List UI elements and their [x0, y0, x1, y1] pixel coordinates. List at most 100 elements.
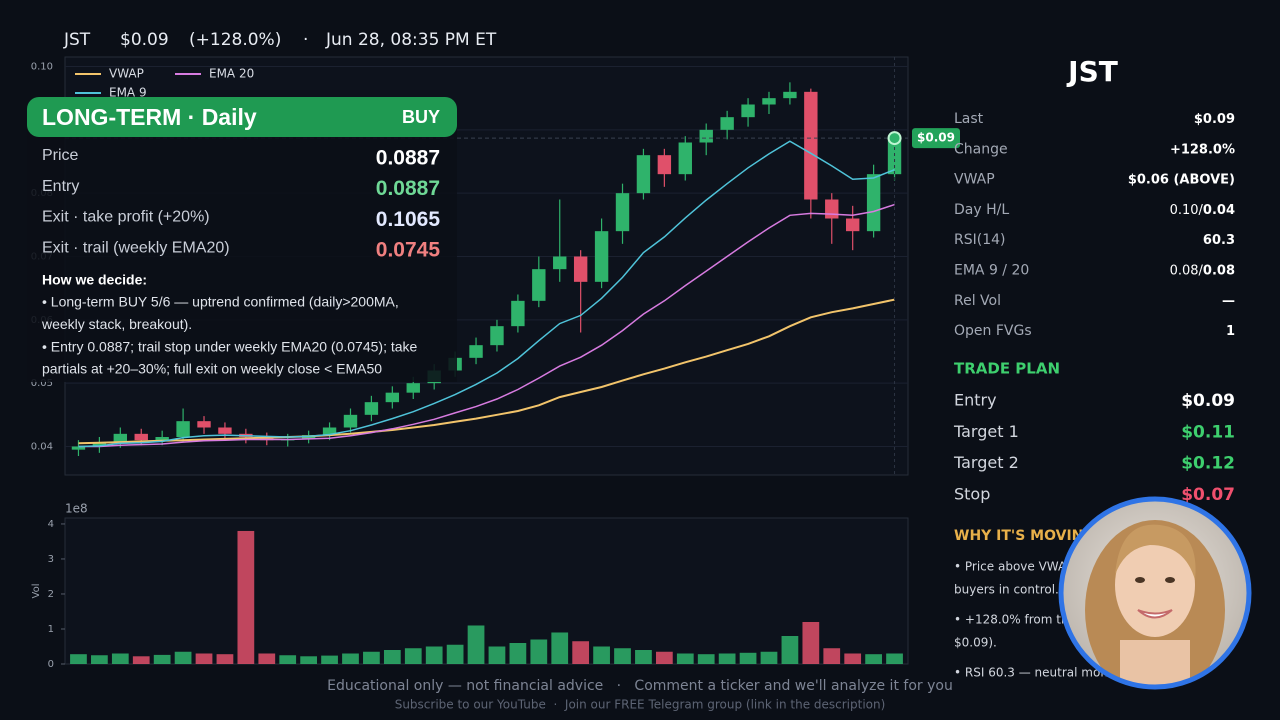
- why-line: buyers in control.: [954, 583, 1059, 597]
- last-price-label: $0.09: [917, 131, 955, 145]
- candle-body: [804, 91, 818, 200]
- volume-bar: [509, 642, 527, 664]
- volume-bar: [300, 656, 318, 664]
- panel-row-label: Entry: [42, 178, 79, 195]
- stat-value-part: 0.10/: [1170, 202, 1204, 217]
- candle-body: [887, 138, 902, 175]
- y-tick-label: 0.05: [31, 378, 53, 389]
- indicator-line: [78, 140, 895, 448]
- candle-body: [92, 443, 107, 447]
- last-price-dot: [887, 131, 902, 146]
- volume-bar: [488, 646, 506, 664]
- last-price-badge: [912, 128, 960, 149]
- candle-body: [594, 231, 609, 282]
- candle-body: [511, 300, 525, 327]
- panel-row-label: Price: [42, 147, 79, 164]
- panel-header: [27, 97, 457, 137]
- y-tick-label: 2: [48, 589, 54, 600]
- volume-bar: [216, 654, 234, 664]
- panel-row-label: Exit · trail (weekly EMA20): [42, 239, 230, 256]
- candle-body: [176, 421, 190, 437]
- indicator-line: [78, 298, 895, 445]
- stat-label: Last: [954, 111, 984, 127]
- stat-label: Open FVGs: [954, 323, 1032, 339]
- volume-bar: [823, 648, 841, 664]
- panel-how-title: How we decide:: [42, 272, 147, 288]
- plot-area: [64, 517, 909, 665]
- candle-body: [825, 199, 839, 219]
- footer-links: Subscribe to our YouTube · Join our FREE…: [395, 698, 886, 712]
- plan-title: TRADE PLAN: [954, 360, 1060, 378]
- plan-value: $0.11: [1181, 422, 1235, 442]
- candle-body: [615, 193, 630, 232]
- header-sep: ·: [303, 30, 308, 50]
- offset-label: 1e8: [65, 502, 88, 516]
- stat-label: Rel Vol: [954, 293, 1001, 309]
- volume-bar: [195, 653, 213, 664]
- avatar-fringe: [1115, 524, 1196, 580]
- candle-body: [553, 256, 567, 270]
- avatar-neck: [1120, 640, 1190, 685]
- legend-label: VWAP: [109, 67, 144, 81]
- stat-value: —: [1222, 293, 1235, 308]
- candle-body: [866, 174, 881, 232]
- volume-bar: [425, 646, 443, 664]
- volume-bar: [886, 653, 903, 664]
- candle-body: [343, 414, 358, 428]
- volume-bar: [593, 646, 610, 664]
- plan-label: Stop: [954, 484, 990, 503]
- stat-label: RSI(14): [954, 232, 1005, 248]
- volume-bar: [697, 654, 715, 664]
- volume-bar: [446, 644, 464, 664]
- volume-bar: [132, 656, 150, 664]
- plan-label: Target 2: [953, 453, 1019, 472]
- candle-body: [532, 269, 546, 301]
- stat-value: $0.09: [1194, 112, 1235, 127]
- volume-bar: [530, 639, 548, 664]
- volume-bar: [718, 653, 736, 664]
- volume-bar: [153, 654, 171, 664]
- candle-body: [71, 446, 86, 450]
- volume-bar: [111, 653, 129, 664]
- indicator-line: [78, 203, 895, 448]
- volume-bar: [383, 649, 401, 664]
- stat-value: $0.06 (ABOVE): [1128, 172, 1235, 187]
- volume-bar: [781, 635, 799, 664]
- volume-bar: [70, 654, 87, 664]
- stat-value-part: 0.08: [1203, 263, 1235, 278]
- panel-row-value: 0.0887: [376, 177, 440, 200]
- candle-body: [197, 421, 211, 428]
- stat-value-part: 60.3: [1203, 233, 1235, 248]
- volume-bar: [635, 649, 652, 664]
- stat-value: 60.3: [1203, 233, 1235, 248]
- panel-row-value: 0.0887: [376, 147, 440, 170]
- header-time: Jun 28, 08:35 PM ET: [325, 30, 497, 50]
- candle-body: [113, 433, 128, 444]
- volume-bar: [342, 653, 359, 664]
- panel-row-value: 0.0745: [376, 239, 441, 262]
- candle-body: [762, 98, 776, 105]
- volume-bar: [321, 655, 338, 664]
- candle-body: [406, 383, 420, 393]
- header-price: $0.09: [120, 30, 169, 50]
- candle-body: [845, 218, 860, 232]
- stat-value-part: 0.04: [1203, 202, 1235, 217]
- candle-body: [720, 117, 734, 130]
- y-tick-label: 1: [48, 624, 54, 635]
- volume-bar: [865, 654, 882, 664]
- volume-bar: [279, 655, 297, 664]
- candle-body: [741, 104, 755, 118]
- volume-bar: [676, 653, 694, 664]
- candle-body: [699, 129, 713, 143]
- volume-bar: [551, 632, 569, 664]
- panel-how-line: • Long-term BUY 5/6 — uptrend confirmed …: [42, 294, 399, 310]
- y-tick-label: 4: [48, 519, 54, 530]
- legend-label: EMA 20: [209, 67, 254, 81]
- volume-bar: [802, 621, 820, 664]
- panel-how-line: partials at +20–30%; full exit on weekly…: [42, 361, 382, 377]
- stat-value: 0.08/0.08: [1170, 263, 1235, 278]
- stat-value: 0.10/0.04: [1170, 202, 1235, 217]
- avatar-smile: [1137, 609, 1173, 619]
- header-change: (+128.0%): [189, 30, 281, 50]
